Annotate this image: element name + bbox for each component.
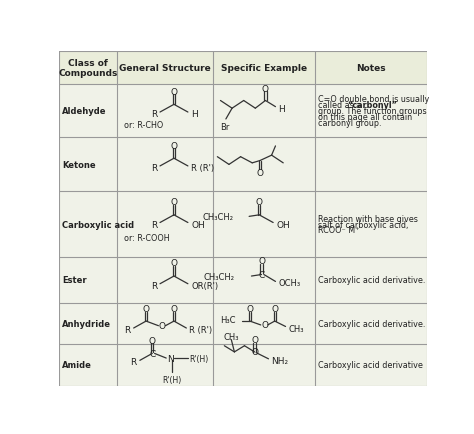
Bar	[315, 303, 427, 344]
Bar	[213, 344, 315, 386]
Text: Class of
Compounds: Class of Compounds	[59, 59, 118, 78]
Bar	[59, 344, 118, 386]
Bar	[118, 344, 213, 386]
Text: or: R-COOH: or: R-COOH	[124, 234, 169, 243]
Text: salt of carboxylic acid,: salt of carboxylic acid,	[318, 220, 409, 229]
Text: Ester: Ester	[63, 276, 87, 285]
Text: on this page all contain: on this page all contain	[318, 112, 412, 122]
Bar	[213, 138, 315, 192]
Text: O: O	[262, 85, 269, 93]
Text: O: O	[271, 305, 278, 313]
Text: Reaction with base gives: Reaction with base gives	[318, 214, 418, 223]
Text: CH₃CH₂: CH₃CH₂	[203, 272, 235, 281]
Text: or: R-CHO: or: R-CHO	[124, 121, 163, 130]
Text: O: O	[171, 305, 177, 313]
Bar	[59, 257, 118, 303]
Text: H: H	[191, 110, 198, 119]
Bar	[59, 138, 118, 192]
Text: carbonyl group.: carbonyl group.	[318, 118, 382, 127]
Bar	[118, 84, 213, 138]
Text: O: O	[143, 305, 150, 313]
Text: O: O	[171, 88, 177, 96]
Text: O: O	[251, 348, 258, 357]
Text: O: O	[171, 198, 177, 207]
Text: O: O	[251, 335, 258, 344]
Bar	[118, 52, 213, 84]
Text: Carboxylic acid derivative: Carboxylic acid derivative	[318, 361, 423, 370]
Text: “carbonyl”: “carbonyl”	[347, 101, 397, 110]
Bar	[315, 84, 427, 138]
Text: C: C	[258, 270, 264, 279]
Text: R'(H): R'(H)	[190, 354, 209, 363]
Text: O: O	[171, 259, 177, 268]
Text: R: R	[151, 164, 157, 173]
Text: R: R	[151, 220, 157, 229]
Bar	[118, 303, 213, 344]
Text: R: R	[130, 358, 137, 367]
Bar	[213, 84, 315, 138]
Text: R (R'): R (R')	[191, 164, 214, 173]
Text: O: O	[258, 256, 265, 266]
Text: called as a: called as a	[318, 101, 364, 110]
Bar	[315, 52, 427, 84]
Bar	[59, 84, 118, 138]
Text: OH: OH	[191, 220, 205, 229]
Bar	[315, 192, 427, 257]
Text: R: R	[151, 281, 157, 290]
Text: OH: OH	[276, 220, 290, 229]
Text: Br: Br	[220, 123, 230, 132]
Text: R (R'): R (R')	[190, 326, 212, 334]
Bar	[118, 257, 213, 303]
Text: R'(H): R'(H)	[162, 375, 181, 384]
Text: O: O	[246, 305, 254, 313]
Bar	[213, 192, 315, 257]
Text: Amide: Amide	[63, 361, 92, 370]
Text: OCH₃: OCH₃	[279, 279, 301, 288]
Bar	[213, 303, 315, 344]
Text: Notes: Notes	[356, 64, 386, 73]
Text: Specific Example: Specific Example	[221, 64, 307, 73]
Text: O: O	[149, 336, 156, 345]
Text: R: R	[151, 110, 157, 119]
Text: RCOO⁻ M⁺: RCOO⁻ M⁺	[318, 226, 359, 235]
Bar	[213, 257, 315, 303]
Text: Ketone: Ketone	[63, 161, 96, 170]
Text: H₃C: H₃C	[220, 316, 236, 324]
Bar	[118, 192, 213, 257]
Bar	[59, 192, 118, 257]
Text: group. The function groups: group. The function groups	[318, 107, 427, 116]
Text: Carboxylic acid: Carboxylic acid	[63, 220, 135, 229]
Text: O: O	[159, 322, 166, 330]
Bar	[213, 52, 315, 84]
Bar	[118, 138, 213, 192]
Text: General Structure: General Structure	[119, 64, 211, 73]
Text: O: O	[171, 141, 177, 150]
Bar	[315, 138, 427, 192]
Text: H: H	[279, 105, 285, 113]
Text: CH₃CH₂: CH₃CH₂	[202, 212, 234, 221]
Text: NH₂: NH₂	[272, 356, 289, 365]
Text: OR(R'): OR(R')	[191, 281, 218, 290]
Text: O: O	[255, 198, 263, 207]
Text: O: O	[256, 168, 264, 177]
Bar	[315, 257, 427, 303]
Text: Carboxylic acid derivative.: Carboxylic acid derivative.	[318, 319, 426, 328]
Text: CH₃: CH₃	[224, 332, 239, 341]
Bar	[59, 52, 118, 84]
Text: CH₃: CH₃	[289, 324, 304, 333]
Text: C=O double bond is usually: C=O double bond is usually	[318, 95, 429, 104]
Bar	[59, 303, 118, 344]
Text: C: C	[149, 349, 155, 358]
Text: R: R	[124, 326, 130, 334]
Text: O: O	[261, 321, 268, 330]
Bar	[315, 344, 427, 386]
Text: Carboxylic acid derivative.: Carboxylic acid derivative.	[318, 276, 426, 285]
Text: N: N	[167, 354, 173, 363]
Text: Anhydride: Anhydride	[63, 319, 111, 328]
Text: Aldehyde: Aldehyde	[63, 107, 107, 116]
